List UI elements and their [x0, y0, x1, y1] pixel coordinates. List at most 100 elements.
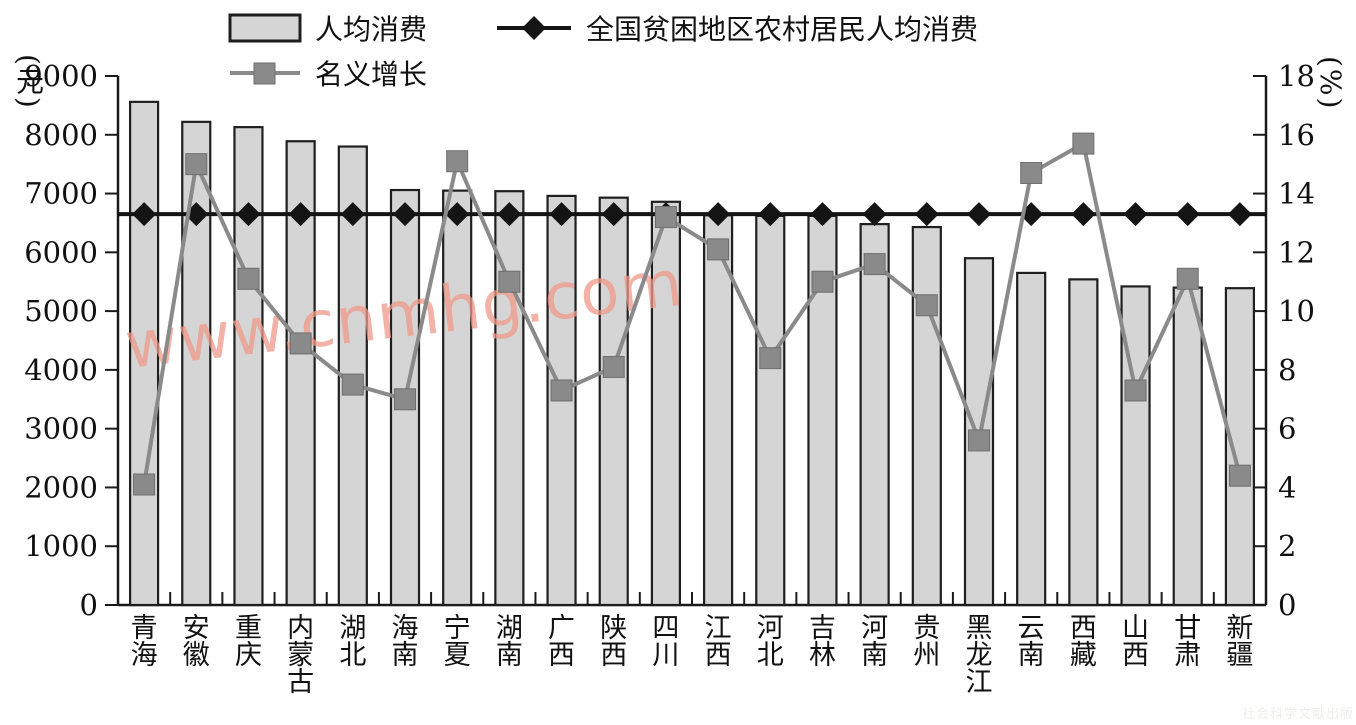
growth-square-marker [446, 150, 469, 173]
square-line-icon [230, 62, 300, 85]
growth-square-marker [1020, 161, 1043, 184]
x-axis-label: 重庆 [235, 613, 262, 671]
x-axis-label: 湖南 [496, 613, 523, 671]
growth-square-marker [1072, 132, 1095, 155]
left-axis-tick-label: 9000 [24, 59, 98, 93]
left-axis-tick-label: 7000 [24, 177, 98, 211]
bar-云南 [1016, 271, 1047, 607]
national-diamond-marker [914, 202, 939, 227]
x-axis-label: 陕西 [600, 613, 627, 671]
x-axis-label: 黑龙江 [966, 613, 993, 698]
publisher-watermark: 社会科学文献出版社 [1242, 707, 1355, 722]
x-axis-label: 安徽 [183, 613, 210, 671]
growth-square-marker [498, 270, 521, 293]
growth-square-marker [1228, 464, 1251, 487]
national-diamond-marker [758, 202, 783, 227]
legend-growth-label: 名义增长 [315, 58, 428, 91]
right-axis-tick-label: 0 [1278, 588, 1296, 622]
right-axis-tick-label: 14 [1278, 177, 1315, 211]
bar-swatch-icon [228, 13, 302, 43]
national-diamond-marker [1071, 202, 1096, 227]
bar-青海 [128, 100, 160, 607]
right-axis-tick-label: 4 [1278, 470, 1296, 504]
growth-square-marker [237, 267, 260, 290]
left-axis-tick-label: 0 [80, 588, 98, 622]
national-diamond-marker [1227, 202, 1252, 227]
bar-河北 [755, 214, 786, 607]
x-axis-labels: 青海安徽重庆内蒙古湖北海南宁夏湖南广西陕西四川江西河北吉林河南贵州黑龙江云南西藏… [131, 613, 1254, 698]
national-diamond-marker [862, 202, 887, 227]
national-diamond-marker [549, 202, 574, 227]
bar-四川 [650, 200, 682, 607]
legend-item-growth: 名义增长 [228, 53, 427, 93]
bar-陕西 [598, 196, 629, 607]
growth-square-marker [654, 206, 677, 229]
left-axis-tick-label: 3000 [24, 412, 98, 446]
bar-贵州 [911, 225, 942, 607]
legend-national-label: 全国贫困地区农村居民人均消费 [586, 13, 979, 46]
x-axis-label: 湖北 [339, 613, 366, 671]
left-axis-tick-label: 5000 [24, 294, 98, 328]
growth-square-marker [968, 429, 990, 452]
x-axis-label: 河南 [861, 613, 888, 671]
right-axis-tick-label: 10 [1278, 294, 1315, 328]
bar-甘肃 [1172, 286, 1203, 607]
growth-square-marker [863, 253, 886, 276]
x-axis-label: 贵州 [913, 613, 940, 671]
growth-square-marker [1176, 267, 1199, 290]
diamond-line-icon [497, 16, 571, 40]
national-diamond-marker [967, 202, 991, 227]
national-diamond-marker [393, 202, 417, 227]
bar-湖南 [494, 190, 525, 607]
x-axis-label: 吉林 [809, 613, 836, 671]
left-axis-unit-label: (元) [12, 54, 45, 110]
national-diamond-marker [1175, 202, 1200, 227]
bar-江西 [702, 214, 734, 607]
national-diamond-marker [1123, 202, 1148, 227]
growth-square-marker [707, 238, 730, 261]
legend-item-bar: 人均消费 [228, 8, 427, 48]
national-diamond-marker [810, 202, 835, 227]
x-axis-label: 西藏 [1070, 613, 1097, 671]
growth-square-marker [602, 355, 625, 378]
legend-item-national: 全国贫困地区农村居民人均消费 [495, 8, 978, 48]
x-axis-label: 江西 [705, 613, 732, 671]
national-diamond-marker [601, 202, 626, 227]
national-diamond-marker [288, 202, 313, 227]
x-axis-label: 山西 [1122, 613, 1149, 671]
national-diamond-marker [340, 202, 365, 227]
right-axis-tick-label: 12 [1278, 235, 1315, 269]
growth-square-marker [185, 153, 208, 176]
national-diamond-marker [497, 202, 522, 227]
growth-square-marker [811, 270, 834, 293]
left-axis-tick-label: 1000 [24, 529, 98, 563]
legend-bar-label: 人均消费 [315, 13, 428, 46]
bar-山西 [1120, 285, 1151, 607]
left-axis-tick-label: 2000 [24, 470, 98, 504]
growth-square-marker [289, 332, 312, 355]
right-axis-tick-label: 18 [1278, 59, 1315, 93]
national-diamond-marker [236, 202, 261, 227]
national-diamond-marker [445, 202, 470, 227]
x-axis-label: 河北 [757, 613, 784, 671]
bar-西藏 [1068, 278, 1099, 607]
right-axis-tick-label: 6 [1278, 412, 1296, 446]
growth-square-marker [550, 379, 573, 402]
right-axis-tick-label: 2 [1278, 529, 1296, 563]
x-axis-label: 宁夏 [444, 613, 471, 671]
bar-宁夏 [442, 189, 473, 607]
x-axis-label: 内蒙古 [287, 613, 314, 698]
right-axis-tick-label: 8 [1278, 353, 1296, 387]
axis-ticks [105, 75, 1266, 606]
x-axis-label: 海南 [392, 613, 419, 671]
x-axis-label: 云南 [1018, 613, 1045, 671]
x-axis-label: 新疆 [1226, 613, 1253, 671]
growth-square-marker [133, 473, 156, 496]
growth-square-marker [915, 294, 938, 317]
left-axis-tick-label: 4000 [24, 353, 98, 387]
left-axis-tick-label: 6000 [24, 235, 98, 269]
growth-square-marker [1124, 379, 1147, 402]
x-axis-label: 青海 [131, 613, 158, 671]
